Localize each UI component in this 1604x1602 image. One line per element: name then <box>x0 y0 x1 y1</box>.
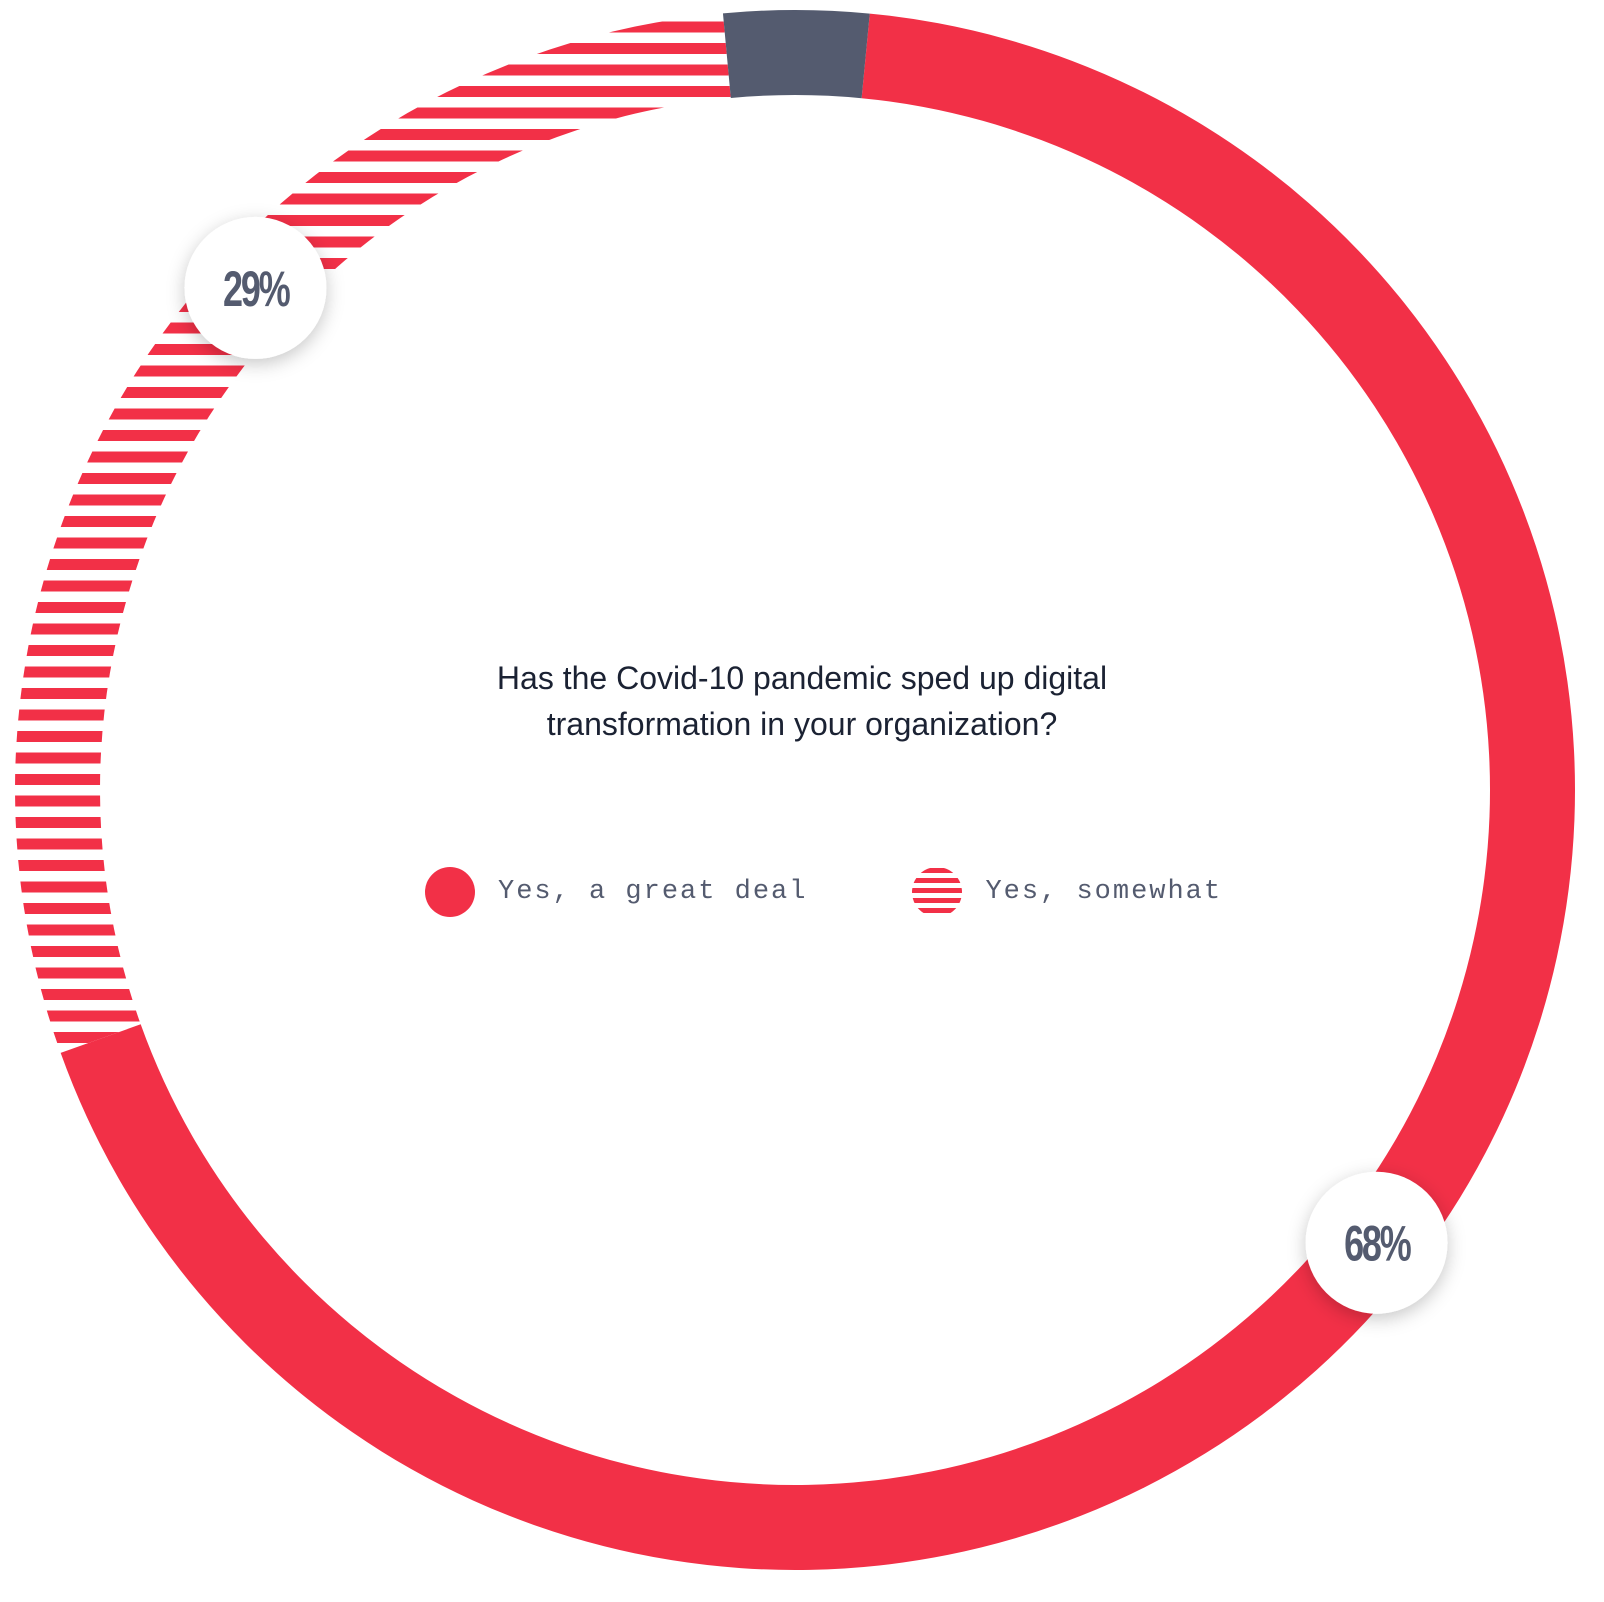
legend-swatch-solid-icon <box>425 867 475 917</box>
badge-circle <box>184 216 327 359</box>
legend: Yes, a great deal Yes, somewhat <box>424 866 1222 918</box>
chart-title-line-1: Has the Covid-10 pandemic sped up digita… <box>496 660 1108 696</box>
chart-title-line-2: transformation in your organization? <box>546 706 1058 742</box>
slice-other <box>722 9 870 99</box>
data-label-somewhat: 29% <box>223 262 290 317</box>
legend-label-great-deal: Yes, a great deal <box>498 877 808 907</box>
badge-great-deal: 68% <box>1305 1171 1448 1314</box>
legend-swatch-striped-icon <box>912 868 963 913</box>
legend-label-somewhat: Yes, somewhat <box>985 877 1223 907</box>
legend-item-great-deal: Yes, a great deal <box>424 866 807 918</box>
chart-title: Has the Covid-10 pandemic sped up digita… <box>402 655 1202 747</box>
percentage-badges: 68% 29% <box>184 216 1448 1314</box>
badge-somewhat: 29% <box>184 216 327 359</box>
donut-slices <box>14 9 1575 1571</box>
data-label-great-deal: 68% <box>1344 1217 1411 1272</box>
badge-circle <box>1305 1171 1448 1314</box>
slice-somewhat <box>14 13 731 1053</box>
legend-item-somewhat: Yes, somewhat <box>911 866 1222 918</box>
